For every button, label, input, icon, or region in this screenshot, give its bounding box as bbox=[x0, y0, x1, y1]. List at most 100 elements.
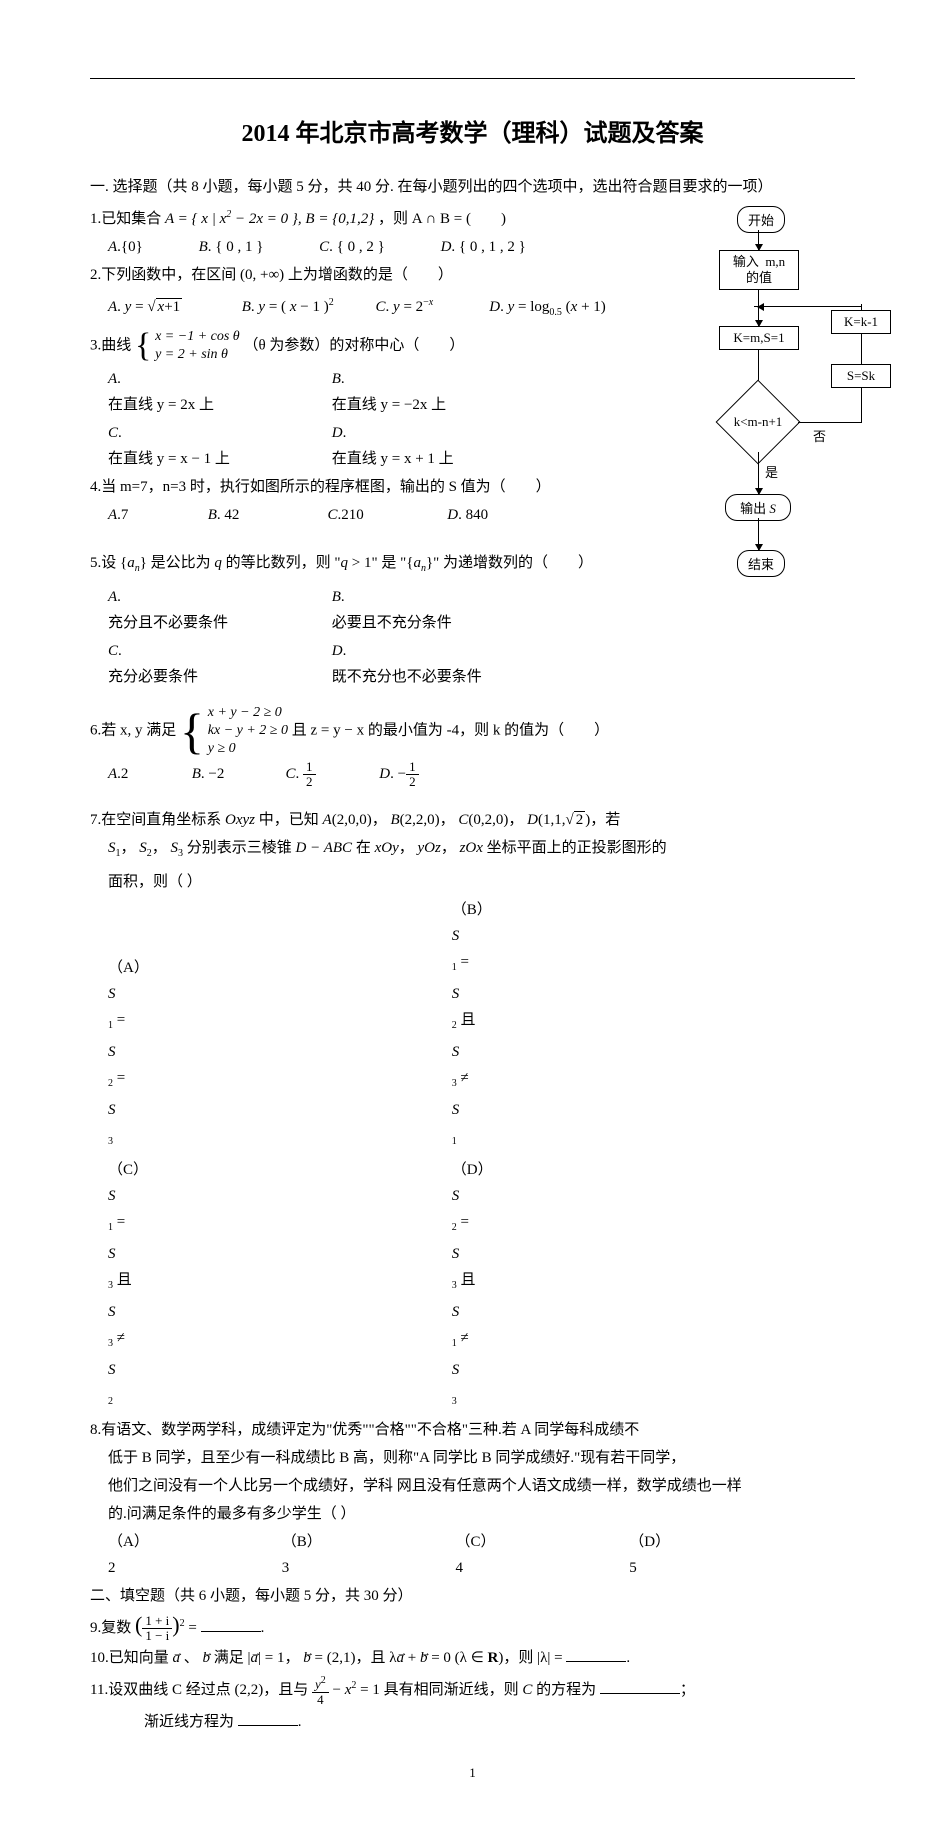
q7-opt-b: （B） S1 = S2 且 S3 ≠ S1 bbox=[452, 897, 792, 1155]
q1-opt-a: A.{0} bbox=[108, 234, 169, 260]
q4-opt-a: A.7 bbox=[108, 502, 178, 528]
q4-opts: A.7 B. 42 C.210 D. 840 bbox=[90, 502, 650, 528]
q3-prefix: 3.曲线 bbox=[90, 337, 135, 353]
q11-prefix: 11.设双曲线 C 经过点 (2,2)，且与 bbox=[90, 1682, 312, 1698]
q7-opt-c: （C） S1 = S3 且 S3 ≠ S2 bbox=[108, 1157, 448, 1415]
q2-stem: 2.下列函数中，在区间 (0, +∞) 上为增函数的是（ ） bbox=[90, 262, 650, 288]
q7-line1: 7.在空间直角坐标系 Oxyz 中，已知 A(2,0,0)， B(2,2,0)，… bbox=[90, 807, 855, 833]
fc-start: 开始 bbox=[737, 206, 785, 233]
q6-opt-c: C. 12 bbox=[286, 760, 376, 789]
q10: 10.已知向量 a 、 b 满足 |a| = 1， b = (2,1)，且 λa… bbox=[90, 1645, 855, 1671]
brace-icon: { bbox=[135, 337, 151, 355]
q6: 6.若 x, y 满足 { x + y − 2 ≥ 0 kx − y + 2 ≥… bbox=[90, 704, 855, 758]
q5-opt-d: D. 既不充分也不必要条件 bbox=[332, 638, 552, 690]
fc-edge bbox=[758, 452, 759, 494]
q9-num: 1 + i bbox=[142, 1614, 172, 1629]
q6-system: x + y − 2 ≥ 0 kx − y + 2 ≥ 0 y ≥ 0 bbox=[208, 704, 288, 758]
q6-opts: A.2 B. −2 C. 12 D. −12 bbox=[90, 760, 855, 789]
q11-tail2: . bbox=[298, 1714, 302, 1730]
q5-opt-a: A. 充分且不必要条件 bbox=[108, 584, 328, 636]
q7-line2: S1， S2， S3 分别表示三棱锥 D − ABC 在 xOy， yOz， z… bbox=[90, 835, 855, 867]
flowchart: 开始 输入 m,n的值 K=m,S=1 K=k-1 S=Sk k<m-n+1 否… bbox=[691, 206, 901, 626]
q3: 3.曲线 { x = −1 + cos θ y = 2 + sin θ （θ 为… bbox=[90, 328, 650, 364]
q1-opt-b: B. { 0 , 1 } bbox=[199, 234, 290, 260]
q9-prefix: 9.复数 bbox=[90, 1620, 135, 1636]
fc-output: 输出 S bbox=[725, 494, 791, 521]
q1-stem-suffix: ，则 A ∩ B = ( ) bbox=[378, 211, 506, 227]
q6-sys3: y ≥ 0 bbox=[208, 741, 236, 756]
q1-opts: A.{0} B. { 0 , 1 } C. { 0 , 2 } D. { 0 ,… bbox=[90, 234, 650, 260]
q5-opt-c: C. 充分必要条件 bbox=[108, 638, 328, 690]
q8-opts: （A） 2 （B） 3 （C） 4 （D） 5 bbox=[90, 1529, 855, 1581]
q4-opt-d: D. 840 bbox=[447, 502, 514, 528]
q5-opts-row1: A. 充分且不必要条件 B. 必要且不充分条件 bbox=[90, 584, 650, 636]
q6-prefix: 6.若 x, y 满足 bbox=[90, 722, 180, 738]
fc-label-no: 否 bbox=[813, 426, 826, 445]
q9-power: 2 bbox=[180, 1618, 185, 1629]
q4-opt-b: B. 42 bbox=[208, 502, 298, 528]
q8-line2: 低于 B 同学，且至少有一科成绩比 B 高，则称"A 同学比 B 同学成绩好."… bbox=[90, 1445, 855, 1471]
q3-suffix: （θ 为参数）的对称中心（ ） bbox=[243, 337, 464, 353]
q11-line2-prefix: 渐近线方程为 bbox=[144, 1714, 238, 1730]
q3-opt-b: B. 在直线 y = −2x 上 bbox=[332, 366, 552, 418]
q11-blank1 bbox=[600, 1680, 680, 1694]
q4-stem: 4.当 m=7，n=3 时，执行如图所示的程序框图，输出的 S 值为（ ） bbox=[90, 474, 650, 500]
q5-opt-b: B. 必要且不充分条件 bbox=[332, 584, 552, 636]
q7-opts-row1: （A） S1 = S2 = S3 （B） S1 = S2 且 S3 ≠ S1 bbox=[90, 897, 855, 1155]
q11-blank2 bbox=[238, 1712, 298, 1726]
spacer bbox=[90, 791, 855, 805]
fc-edge bbox=[861, 304, 862, 310]
q9-den: 1 − i bbox=[142, 1629, 172, 1643]
q5-stem: 5.设 {an} 是公比为 q 的等比数列，则 "q > 1" 是 "{an}"… bbox=[90, 550, 650, 582]
q3-sys1: x = −1 + cos θ bbox=[155, 329, 240, 344]
q6-mid: 且 z = y − x 的最小值为 -4，则 k 的值为（ ） bbox=[292, 722, 609, 738]
q1-math: A = { x | x2 − 2x = 0 }, B = {0,1,2} bbox=[165, 211, 374, 227]
fc-input: 输入 m,n的值 bbox=[719, 250, 799, 290]
fc-edge bbox=[758, 230, 759, 250]
q8-line1: 8.有语文、数学两学科，成绩评定为"优秀""合格""不合格"三种.若 A 同学每… bbox=[90, 1417, 855, 1443]
q9-eq: = bbox=[188, 1620, 200, 1636]
q2-opt-d: D. y = log0.5 (x + 1) bbox=[489, 294, 606, 326]
fc-edge bbox=[758, 306, 861, 307]
q5-opts-row2: C. 充分必要条件 D. 既不充分也不必要条件 bbox=[90, 638, 650, 690]
q1-opt-d: D. { 0 , 1 , 2 } bbox=[441, 234, 552, 260]
q3-opts-row2: C. 在直线 y = x − 1 上 D. 在直线 y = x + 1 上 bbox=[90, 420, 650, 472]
fc-label-yes: 是 bbox=[765, 462, 778, 481]
q8-line3: 他们之间没有一个人比另一个成绩好，学科 网且没有任意两个人语文成绩一样，数学成绩… bbox=[90, 1473, 855, 1499]
q2-opt-c: C. y = 2−x bbox=[376, 290, 486, 320]
q11-line2: 渐近线方程为 . bbox=[90, 1709, 855, 1735]
q2-opt-b: B. y = ( x − 1 )2 bbox=[242, 290, 372, 320]
q11-tail1: ； bbox=[680, 1682, 695, 1698]
q7-opt-a: （A） S1 = S2 = S3 bbox=[108, 955, 448, 1155]
q3-opt-a: A. 在直线 y = 2x 上 bbox=[108, 366, 328, 418]
q7-opt-d: （D） S2 = S3 且 S1 ≠ S3 bbox=[452, 1157, 792, 1415]
fc-edge bbox=[861, 334, 862, 364]
q1: 1.已知集合 A = { x | x2 − 2x = 0 }, B = {0,1… bbox=[90, 202, 650, 232]
q1-opt-c: C. { 0 , 2 } bbox=[319, 234, 411, 260]
q9: 9.复数 (1 + i1 − i)2 = . bbox=[90, 1611, 855, 1643]
spacer bbox=[90, 692, 855, 702]
q3-system: x = −1 + cos θ y = 2 + sin θ bbox=[155, 328, 240, 364]
q10-tail: . bbox=[626, 1650, 630, 1666]
q8-line4: 的.问满足条件的最多有多少学生（ ） bbox=[90, 1501, 855, 1527]
q3-opt-c: C. 在直线 y = x − 1 上 bbox=[108, 420, 328, 472]
fc-ssk: S=Sk bbox=[831, 364, 891, 388]
q4-opt-c: C.210 bbox=[328, 502, 418, 528]
q6-sys1: x + y − 2 ≥ 0 bbox=[208, 705, 282, 720]
section2-header: 二、填空题（共 6 小题，每小题 5 分，共 30 分） bbox=[90, 1583, 855, 1609]
fc-edge bbox=[798, 422, 861, 423]
q3-opt-d: D. 在直线 y = x + 1 上 bbox=[332, 420, 552, 472]
q2-opt-a: A. y = x+1 bbox=[108, 294, 238, 320]
fc-edge bbox=[861, 388, 862, 423]
fc-kdec: K=k-1 bbox=[831, 310, 891, 334]
q9-blank bbox=[201, 1618, 261, 1632]
q7-line3: 面积，则（ ） bbox=[90, 869, 855, 895]
page: 2014 年北京市高考数学（理科）试题及答案 一. 选择题（共 8 小题，每小题… bbox=[0, 0, 945, 1821]
q6-opt-b: B. −2 bbox=[192, 761, 282, 787]
fc-end: 结束 bbox=[737, 550, 785, 577]
q9-tail: . bbox=[261, 1620, 265, 1636]
q8-opt-d: （D） 5 bbox=[629, 1529, 799, 1581]
q7-opts-row2: （C） S1 = S3 且 S3 ≠ S2 （D） S2 = S3 且 S1 ≠… bbox=[90, 1157, 855, 1415]
q11: 11.设双曲线 C 经过点 (2,2)，且与 y24 − x2 = 1 具有相同… bbox=[90, 1673, 855, 1707]
section1-header: 一. 选择题（共 8 小题，每小题 5 分，共 40 分. 在每小题列出的四个选… bbox=[90, 174, 855, 200]
